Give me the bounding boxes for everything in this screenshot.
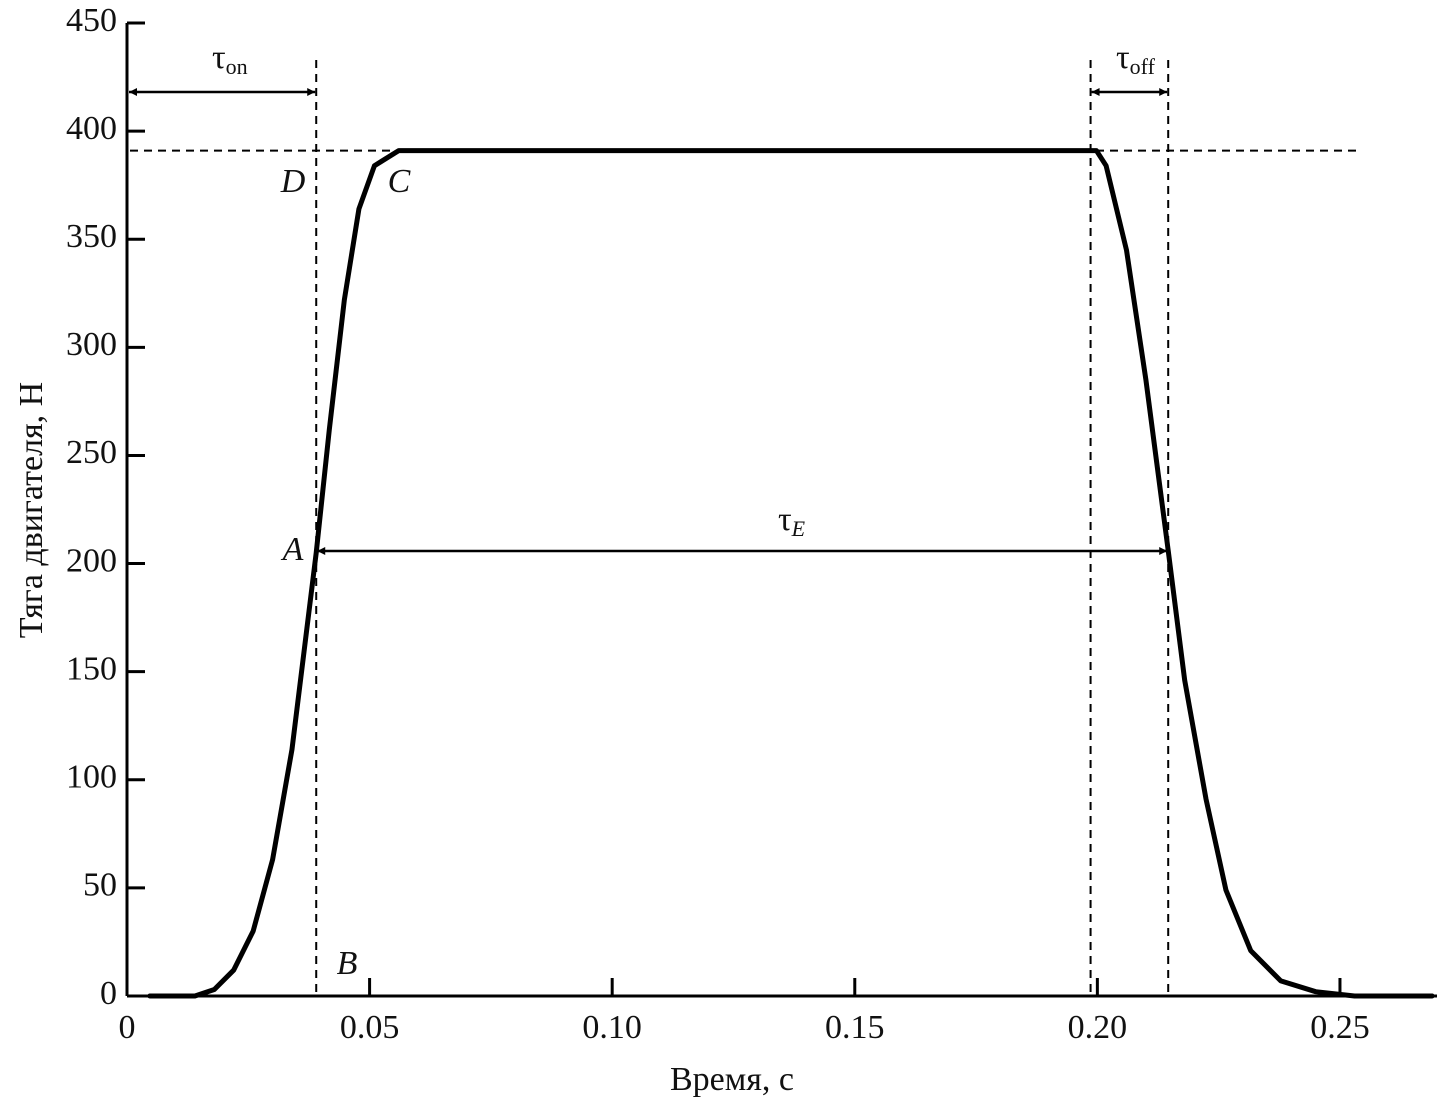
- y-axis-label: Тяга двигателя, Н: [13, 382, 50, 638]
- point-label: A: [281, 531, 304, 568]
- annotation-symbol: τ: [212, 39, 226, 76]
- point-label: D: [280, 163, 306, 200]
- point-label: C: [388, 163, 411, 200]
- annotation-symbol: τ: [1116, 39, 1130, 76]
- y-tick-label: 50: [83, 867, 117, 904]
- annotation-symbol: τ: [778, 501, 792, 538]
- x-tick-label: 0.20: [1068, 1009, 1128, 1046]
- y-tick-label: 150: [66, 650, 117, 687]
- y-tick-label: 200: [66, 542, 117, 579]
- x-tick-label: 0.05: [340, 1009, 400, 1046]
- point-label: B: [337, 945, 358, 982]
- x-tick-label: 0.25: [1310, 1009, 1370, 1046]
- annotation-subscript: E: [791, 516, 806, 541]
- annotation: τoff: [1116, 39, 1156, 79]
- y-tick-label: 350: [66, 218, 117, 255]
- y-tick-label: 300: [66, 326, 117, 363]
- annotation-subscript: on: [226, 54, 248, 79]
- y-tick-label: 400: [66, 110, 117, 147]
- x-tick-label: 0.10: [582, 1009, 642, 1046]
- thrust-line: [147, 148, 1435, 999]
- annotation-subscript: off: [1130, 54, 1156, 79]
- y-tick-label: 250: [66, 434, 117, 471]
- annotation: τE: [778, 501, 806, 541]
- y-tick-label: 100: [66, 759, 117, 796]
- annotation: τon: [212, 39, 248, 79]
- x-tick-label: 0: [119, 1009, 136, 1046]
- y-tick-label: 450: [66, 2, 117, 39]
- y-tick-label: 0: [100, 975, 117, 1012]
- x-tick-label: 0.15: [825, 1009, 885, 1046]
- x-axis-label: Время, с: [670, 1061, 794, 1098]
